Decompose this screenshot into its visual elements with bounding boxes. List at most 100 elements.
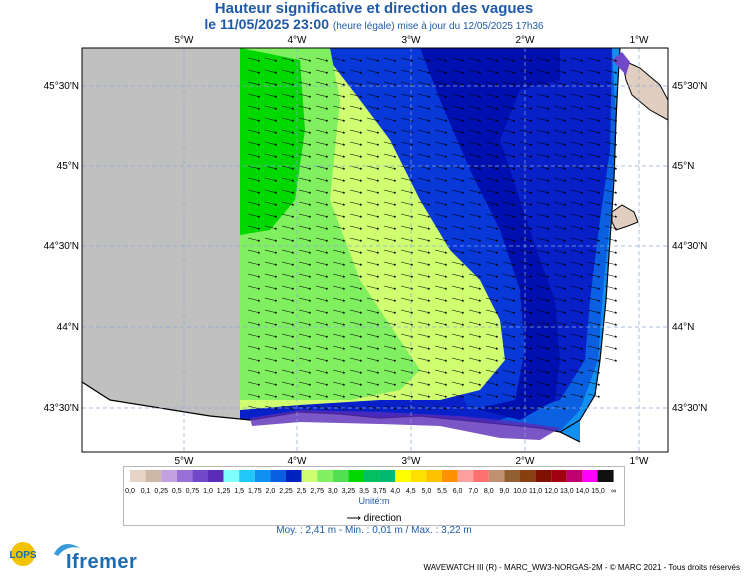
direction-arrow bbox=[468, 213, 482, 218]
direction-arrow bbox=[434, 201, 448, 206]
direction-arrow bbox=[264, 237, 278, 242]
direction-arrow bbox=[519, 129, 533, 134]
direction-arrow bbox=[349, 297, 363, 302]
direction-arrow bbox=[264, 153, 278, 158]
direction-arrow bbox=[536, 321, 550, 326]
lat-label-right: 44°30'N bbox=[672, 241, 707, 252]
direction-arrow bbox=[451, 273, 465, 278]
direction-arrow bbox=[570, 189, 584, 194]
legend-value: 5,5 bbox=[437, 488, 447, 495]
direction-arrow bbox=[451, 237, 465, 242]
direction-arrow bbox=[553, 105, 567, 110]
legend-value: 4,5 bbox=[406, 488, 416, 495]
direction-arrow bbox=[604, 321, 618, 326]
direction-arrow bbox=[553, 165, 567, 170]
direction-arrow bbox=[281, 153, 295, 158]
direction-arrow bbox=[536, 57, 550, 62]
direction-arrow bbox=[485, 177, 499, 182]
direction-arrow bbox=[570, 345, 584, 350]
direction-arrow bbox=[451, 333, 465, 338]
direction-arrow bbox=[417, 201, 431, 206]
direction-arrow bbox=[417, 129, 431, 134]
direction-arrow bbox=[502, 321, 516, 326]
direction-arrow bbox=[417, 69, 431, 74]
legend-swatch bbox=[442, 470, 458, 482]
direction-arrow bbox=[451, 165, 465, 170]
lops-logo: LOPS bbox=[9, 542, 37, 566]
direction-arrow bbox=[587, 117, 601, 122]
direction-arrow bbox=[400, 345, 414, 350]
direction-arrow bbox=[366, 213, 380, 218]
legend-value: 2,25 bbox=[279, 488, 293, 495]
direction-arrow bbox=[485, 333, 499, 338]
direction-arrow bbox=[536, 141, 550, 146]
direction-arrow bbox=[264, 369, 278, 374]
direction-arrow bbox=[570, 105, 584, 110]
direction-arrow bbox=[383, 261, 397, 266]
direction-arrow bbox=[451, 321, 465, 326]
direction-arrow bbox=[417, 297, 431, 302]
direction-arrow bbox=[536, 105, 550, 110]
direction-arrow bbox=[264, 345, 278, 350]
direction-arrow bbox=[383, 357, 397, 362]
direction-arrow bbox=[417, 141, 431, 146]
direction-arrow bbox=[434, 81, 448, 86]
direction-arrow bbox=[519, 321, 533, 326]
direction-arrow bbox=[519, 201, 533, 206]
direction-arrow bbox=[366, 237, 380, 242]
legend-value: 10,0 bbox=[513, 488, 527, 495]
direction-arrow bbox=[383, 297, 397, 302]
gironde-land bbox=[621, 59, 668, 121]
direction-arrow bbox=[502, 297, 516, 302]
legend-value: 2,75 bbox=[310, 488, 324, 495]
direction-arrow bbox=[604, 261, 618, 266]
direction-arrow bbox=[298, 93, 312, 98]
direction-arrow bbox=[553, 225, 567, 230]
direction-arrow bbox=[315, 57, 329, 62]
direction-arrow bbox=[264, 273, 278, 278]
direction-arrow bbox=[417, 93, 431, 98]
direction-arrow bbox=[247, 297, 261, 302]
direction-arrow bbox=[570, 309, 584, 314]
direction-arrow bbox=[366, 249, 380, 254]
direction-arrow bbox=[451, 225, 465, 230]
direction-arrow bbox=[519, 93, 533, 98]
direction-arrow bbox=[349, 81, 363, 86]
direction-arrow bbox=[485, 345, 499, 350]
direction-arrow bbox=[434, 189, 448, 194]
direction-arrow bbox=[468, 81, 482, 86]
direction-arrow bbox=[468, 57, 482, 62]
legend-swatch bbox=[176, 470, 193, 482]
direction-arrow bbox=[485, 237, 499, 242]
direction-arrow bbox=[349, 189, 363, 194]
direction-arrow bbox=[247, 369, 261, 374]
direction-arrow bbox=[247, 141, 261, 146]
direction-arrow bbox=[587, 153, 601, 158]
lat-label-right: 45°30'N bbox=[672, 81, 707, 92]
graticule bbox=[82, 48, 668, 452]
color-legend: 0,0 0,1 0,25 0,5 0,75 1,0 1,25 1,5 1,75 2,0 2,25 2,… bbox=[125, 470, 616, 495]
direction-arrow bbox=[587, 81, 601, 86]
direction-arrow bbox=[587, 285, 601, 290]
ifremer-logo-text: Ifremer bbox=[66, 551, 138, 573]
direction-arrow bbox=[332, 321, 346, 326]
direction-arrow bbox=[383, 321, 397, 326]
direction-arrow bbox=[264, 189, 278, 194]
direction-arrow bbox=[451, 117, 465, 122]
direction-arrow bbox=[315, 393, 329, 398]
direction-arrow bbox=[519, 105, 533, 110]
direction-arrow bbox=[349, 369, 363, 374]
direction-arrow bbox=[349, 165, 363, 170]
direction-arrow bbox=[434, 321, 448, 326]
direction-arrow bbox=[604, 153, 618, 158]
direction-arrow bbox=[502, 177, 516, 182]
direction-arrow bbox=[349, 333, 363, 338]
direction-arrow bbox=[570, 393, 584, 398]
direction-arrow bbox=[264, 249, 278, 254]
direction-arrow bbox=[264, 261, 278, 266]
direction-arrow bbox=[264, 57, 278, 62]
direction-arrow bbox=[468, 249, 482, 254]
direction-arrow bbox=[366, 189, 380, 194]
direction-arrow bbox=[315, 189, 329, 194]
legend-swatch bbox=[582, 470, 598, 482]
